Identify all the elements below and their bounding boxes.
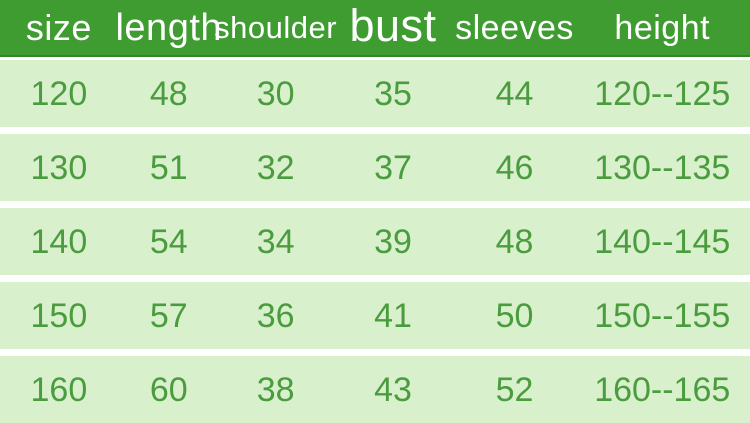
cell-height: 160--165 <box>594 370 731 409</box>
column-header-sleeves: sleeves <box>455 8 574 47</box>
cell-length: 48 <box>149 74 188 113</box>
cell-sleeves: 44 <box>495 74 534 113</box>
cell-height: 150--155 <box>594 296 731 335</box>
cell-height: 120--125 <box>594 74 731 113</box>
cell-length: 54 <box>149 222 188 261</box>
column-header-shoulder: shoulder <box>214 10 338 45</box>
cell-shoulder: 32 <box>256 148 295 187</box>
cell-shoulder: 36 <box>256 296 295 335</box>
cell-bust: 35 <box>374 74 412 113</box>
table-row-size-130: 130 51 32 37 46 130--135 <box>0 134 750 201</box>
cell-sleeves: 50 <box>495 296 534 335</box>
cell-size: 130 <box>30 148 88 187</box>
cell-length: 51 <box>149 148 188 187</box>
table-row-size-150: 150 57 36 41 50 150--155 <box>0 282 750 349</box>
table-body: 120 48 30 35 44 120--125 130 51 32 37 46… <box>0 57 750 423</box>
cell-shoulder: 30 <box>256 74 295 113</box>
cell-bust: 41 <box>374 296 412 335</box>
cell-size: 120 <box>30 74 88 113</box>
cell-length: 60 <box>149 370 188 409</box>
cell-height: 140--145 <box>594 222 731 261</box>
table-row-size-160: 160 60 38 43 52 160--165 <box>0 356 750 423</box>
cell-size: 150 <box>30 296 88 335</box>
column-header-length: length <box>115 6 223 49</box>
cell-bust: 37 <box>374 148 412 187</box>
cell-bust: 39 <box>374 222 412 261</box>
cell-height: 130--135 <box>594 148 731 187</box>
cell-size: 160 <box>30 370 88 409</box>
cell-length: 57 <box>149 296 188 335</box>
column-header-size: size <box>25 6 92 48</box>
column-header-height: height <box>614 8 711 47</box>
cell-sleeves: 48 <box>495 222 534 261</box>
table-row-size-120: 120 48 30 35 44 120--125 <box>0 60 750 127</box>
cell-shoulder: 34 <box>256 222 295 261</box>
cell-bust: 43 <box>374 370 412 409</box>
column-header-bust: bust <box>349 0 437 51</box>
cell-size: 140 <box>30 222 88 261</box>
cell-sleeves: 52 <box>495 370 534 409</box>
table-row-size-140: 140 54 34 39 48 140--145 <box>0 208 750 275</box>
cell-shoulder: 38 <box>256 370 295 409</box>
cell-sleeves: 46 <box>495 148 534 187</box>
table-header-row: size length shoulder bust sleeves height <box>0 0 750 57</box>
